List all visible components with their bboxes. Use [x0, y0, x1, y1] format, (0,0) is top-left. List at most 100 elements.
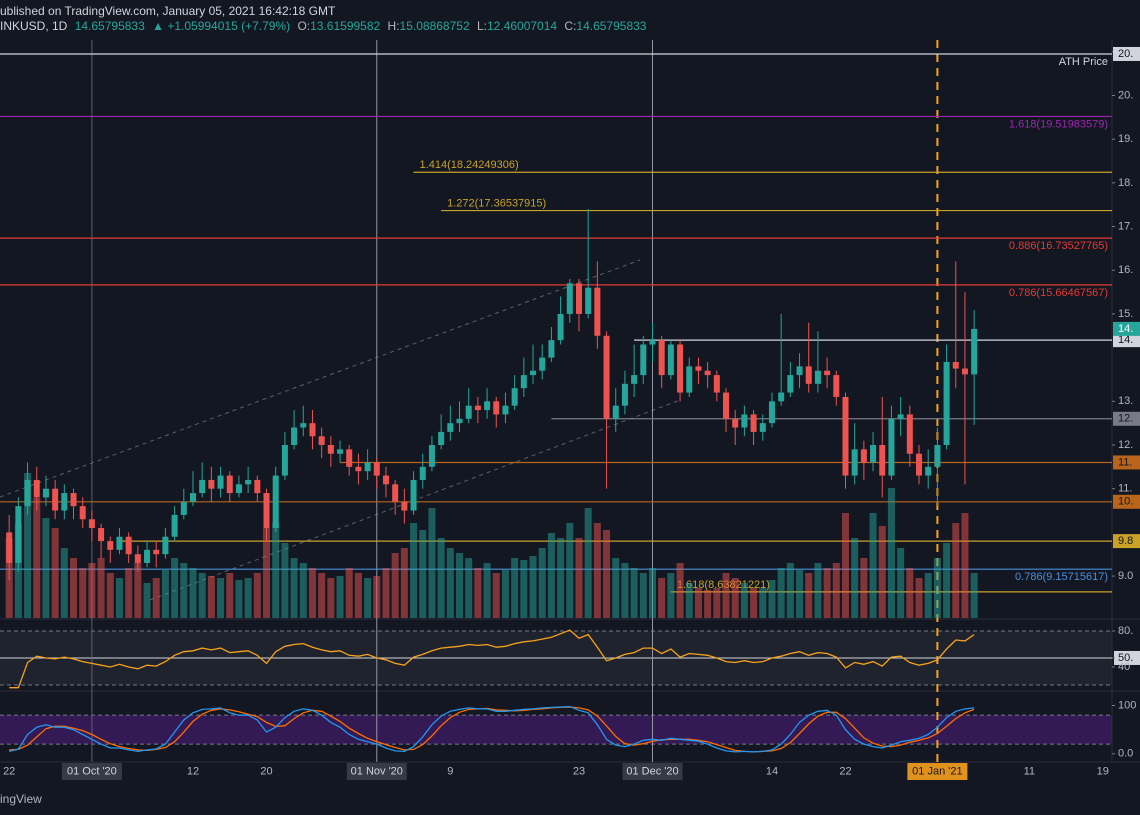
volume-bar [566, 523, 574, 618]
level-label: 0.886(16.73527765) [1009, 240, 1108, 252]
candle-body [254, 479, 261, 494]
volume-bar [878, 526, 886, 618]
level-tag [1113, 411, 1140, 426]
x-tick-label: 12 [187, 765, 199, 777]
candle-body [934, 444, 941, 467]
volume-bar [97, 558, 105, 618]
volume-bar [897, 548, 905, 618]
candle-body [70, 493, 77, 507]
candle-body [208, 479, 215, 489]
level-label: 1.618(19.51983579) [1009, 118, 1108, 130]
y-tick-label: 18. [1118, 177, 1133, 189]
level-tag [1113, 494, 1140, 509]
volume-bar [79, 568, 87, 618]
volume-bar [318, 573, 326, 618]
candle-body [649, 340, 656, 345]
level-tag-label: 10. [1118, 496, 1133, 508]
candle-body [245, 479, 252, 485]
candle-body [631, 375, 638, 384]
volume-bar [143, 583, 151, 618]
volume-bar [933, 558, 941, 618]
candle-body [428, 444, 435, 467]
volume-bar [612, 558, 620, 618]
volume-bar [272, 523, 280, 618]
candle-body [465, 405, 472, 419]
level-tag-label: 9.8 [1118, 535, 1133, 547]
candle-body [88, 519, 95, 529]
candle-body [281, 444, 288, 476]
level-label: 0.786(9.15715617) [1015, 571, 1108, 583]
y-tick-label: 15. [1118, 308, 1133, 320]
volume-bar [373, 576, 381, 618]
volume-bar [841, 513, 849, 618]
volume-bar [750, 588, 758, 618]
volume-bar [603, 530, 611, 618]
volume-bar [354, 573, 362, 618]
volume-bar [345, 568, 353, 618]
candle-body [392, 484, 399, 502]
candle-body [511, 388, 518, 406]
level-tag-label: 11. [1118, 456, 1132, 468]
volume-bar [446, 548, 454, 618]
rsi-tick-label: 80. [1118, 625, 1133, 637]
volume-bar [483, 563, 491, 618]
candle-body [879, 444, 886, 476]
volume-bar [768, 580, 776, 618]
level-label: 1.272(17.36537915) [447, 197, 546, 209]
candle-body [768, 401, 775, 424]
candle-body [971, 328, 978, 375]
candle-body [759, 423, 766, 432]
candle-body [153, 549, 160, 555]
level-label: 0.786(15.66467567) [1009, 287, 1108, 299]
volume-bar [180, 563, 188, 618]
volume-bar [823, 568, 831, 618]
candle-body [658, 340, 665, 376]
candle-body [318, 436, 325, 445]
x-tick-label: 9 [447, 765, 453, 777]
candle-body [107, 541, 114, 550]
candle-body [162, 536, 169, 555]
candle-body [603, 335, 610, 419]
candle-body [79, 506, 86, 520]
volume-bar [308, 568, 316, 618]
candle-body [410, 479, 417, 511]
candle-body [134, 554, 141, 563]
candle-body [401, 501, 408, 511]
footer-brand: ingView [0, 792, 42, 806]
candle-body [419, 466, 426, 480]
volume-bar [336, 576, 344, 618]
volume-bar [281, 543, 289, 618]
volume-bar [557, 538, 565, 618]
candle-body [456, 418, 463, 424]
volume-bar [915, 578, 923, 618]
volume-bar [198, 573, 206, 618]
level-tag-label: 14. [1118, 334, 1133, 346]
ohlc-value: 14.65795833 [576, 19, 647, 33]
level-tag [1113, 534, 1140, 549]
volume-bar [832, 563, 840, 618]
volume-bar [575, 538, 583, 618]
candle-body [796, 366, 803, 376]
candle-body [447, 423, 454, 432]
candle-body [530, 370, 537, 376]
candle-body [309, 423, 316, 437]
candle-body [373, 462, 380, 476]
price-tag-label: 14. [1118, 323, 1133, 335]
volume-bar [924, 573, 932, 618]
volume-bar [42, 518, 50, 618]
rsi-tag [1114, 650, 1140, 665]
candle-body [327, 444, 334, 454]
candle-body [925, 466, 932, 476]
candle-body [548, 340, 555, 358]
volume-bar [456, 553, 464, 618]
volume-bar [244, 578, 252, 618]
y-tick-label: 20. [1118, 89, 1133, 101]
candle-body [33, 479, 40, 498]
candle-body [713, 375, 720, 393]
candle-body [842, 396, 849, 476]
candle-body [594, 287, 601, 336]
candle-body [897, 414, 904, 419]
ohlc-label: C: [564, 19, 577, 33]
candle-body [952, 361, 959, 369]
